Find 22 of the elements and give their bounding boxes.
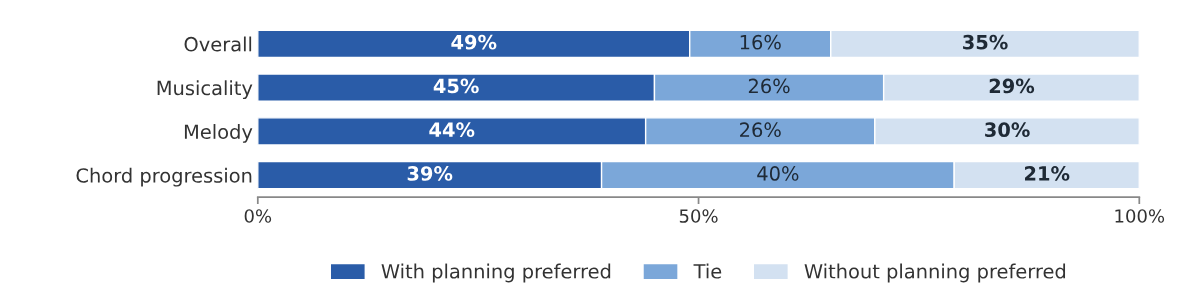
legend-label: Without planning preferred	[804, 263, 1066, 283]
data-label: 30%	[985, 122, 1030, 138]
data-label: 29%	[989, 78, 1035, 94]
y-tick-label: Melody	[184, 124, 253, 143]
data-label: 35%	[963, 34, 1008, 50]
legend-label: With planning preferred	[381, 263, 611, 283]
data-label: 26%	[740, 122, 781, 138]
x-tick-label: 0%	[244, 209, 272, 223]
data-label: 26%	[748, 78, 790, 94]
data-label: 21%	[1025, 166, 1070, 181]
y-tick-label: Overall	[184, 36, 252, 52]
x-tick-label: 50%	[679, 209, 718, 223]
y-tick-label: Chord progression	[76, 167, 252, 187]
data-label: 44%	[429, 122, 475, 138]
data-label: 45%	[433, 78, 479, 94]
data-label: 49%	[451, 34, 497, 50]
data-label: 40%	[757, 166, 799, 181]
data-label: 39%	[407, 166, 453, 181]
x-tick-label: 100%	[1115, 209, 1165, 223]
y-tick-label: Musicality	[157, 80, 253, 100]
legend-label: Tie	[693, 263, 722, 279]
data-label: 16%	[740, 34, 781, 50]
